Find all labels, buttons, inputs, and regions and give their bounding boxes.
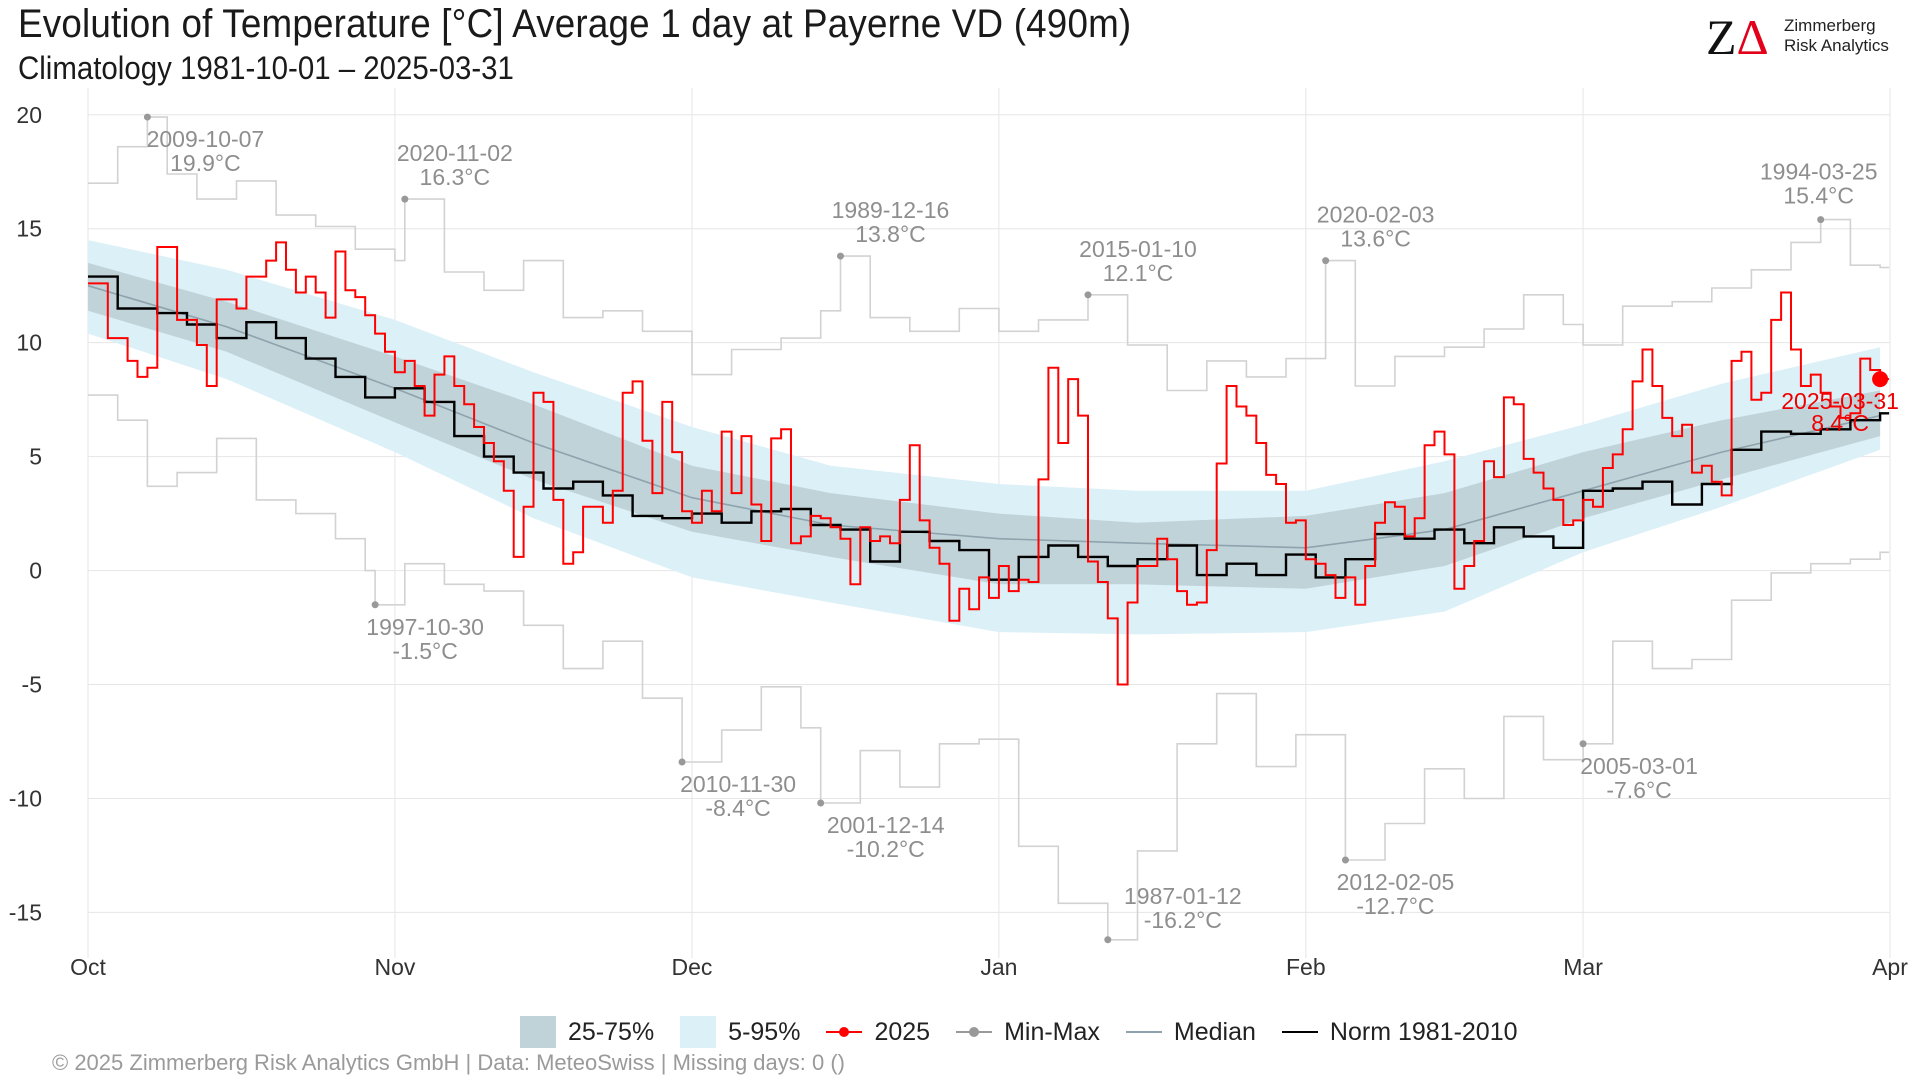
legend-swatch-norm (1281, 1016, 1318, 1048)
logo-text: Zimmerberg Risk Analytics (1784, 16, 1889, 56)
min-record-date-label: 1997-10-30 (366, 614, 484, 640)
x-tick-label: Jan (980, 954, 1017, 980)
min-record-point (1579, 740, 1587, 748)
y-tick-label: 5 (29, 444, 42, 470)
max-record-point (1322, 257, 1330, 265)
legend-item-iqr[interactable]: 25-75% (520, 1016, 654, 1048)
max-record-point (836, 252, 844, 260)
min-record-point (1341, 856, 1349, 864)
logo-line2: Risk Analytics (1784, 36, 1889, 55)
max-record-date-label: 1989-12-16 (832, 197, 950, 223)
current-value-label: 8.4°C (1811, 410, 1869, 436)
legend-item-p5-95[interactable]: 5-95% (680, 1016, 800, 1048)
x-tick-label: Mar (1563, 954, 1603, 980)
max-record-point (143, 113, 151, 121)
x-tick-label: Nov (374, 954, 415, 980)
legend-label-2025: 2025 (874, 1017, 931, 1046)
max-record-value-label: 13.8°C (855, 221, 926, 247)
max-record-date-label: 1994-03-25 (1760, 159, 1878, 185)
min-record-value-label: -12.7°C (1356, 893, 1434, 919)
series-norm-line (88, 275, 1890, 581)
max-record-value-label: 13.6°C (1340, 226, 1411, 252)
legend-label-median: Median (1173, 1017, 1256, 1046)
series-max-line (88, 116, 1890, 392)
copyright-footer: © 2025 Zimmerberg Risk Analytics GmbH | … (52, 1050, 845, 1075)
max-record-value-label: 15.4°C (1783, 183, 1854, 209)
min-record-value-label: -16.2°C (1144, 907, 1222, 933)
logo-mark-icon: ZΔ (1706, 12, 1769, 62)
legend-label-minmax: Min-Max (1004, 1017, 1100, 1046)
max-record-point (401, 195, 409, 203)
max-record-date-label: 2009-10-07 (147, 126, 265, 152)
max-record-value-label: 19.9°C (170, 150, 241, 176)
max-record-date-label: 2020-02-03 (1317, 202, 1435, 228)
legend-swatch-iqr (520, 1016, 556, 1048)
max-record-date-label: 2020-11-02 (397, 140, 513, 166)
chart-subtitle: Climatology 1981-10-01 – 2025-03-31 (18, 50, 514, 86)
min-record-value-label: -1.5°C (392, 638, 457, 664)
min-record-point (1104, 936, 1112, 944)
y-tick-label: 15 (16, 216, 42, 242)
x-tick-label: Oct (70, 954, 106, 980)
min-record-date-label: 2005-03-01 (1580, 753, 1698, 779)
chart-title: Evolution of Temperature [°C] Average 1 … (18, 2, 1132, 46)
max-record-point (1817, 216, 1825, 224)
max-record-value-label: 12.1°C (1103, 260, 1174, 286)
axis-layer: -15 -10 -5 0 5 10 15 20 Oct Nov Dec Jan Feb Mar Apr (9, 102, 1908, 980)
current-date-label: 2025-03-31 (1781, 388, 1899, 414)
y-tick-label: 10 (16, 330, 42, 356)
logo-line1: Zimmerberg (1784, 16, 1876, 35)
legend-label-p5-95: 5-95% (728, 1017, 801, 1046)
min-record-point (817, 799, 825, 807)
logo-delta: Δ (1736, 9, 1769, 65)
x-tick-label: Feb (1286, 954, 1326, 980)
min-record-date-label: 2001-12-14 (827, 812, 945, 838)
y-tick-label: -15 (9, 899, 42, 925)
max-record-value-label: 16.3°C (420, 164, 491, 190)
x-tick-label: Apr (1872, 954, 1908, 980)
legend-swatch-median (1125, 1016, 1162, 1048)
line-layer (87, 116, 1890, 941)
logo-z: Z (1706, 9, 1737, 65)
legend-item-minmax[interactable]: Min-Max (956, 1016, 1100, 1048)
max-record-date-label: 2015-01-10 (1079, 236, 1197, 262)
legend-label-iqr: 25-75% (568, 1017, 655, 1046)
legend-swatch-p5-95 (680, 1016, 717, 1048)
band-layer (88, 240, 1881, 635)
y-tick-label: -5 (22, 672, 42, 698)
min-record-value-label: -10.2°C (847, 836, 925, 862)
legend-item-norm[interactable]: Norm 1981-2010 (1281, 1016, 1518, 1048)
series-min-line (88, 394, 1890, 941)
company-logo: ZΔ Zimmerberg Risk Analytics (1706, 12, 1906, 62)
legend: 25-75% 5-95% 2025 Min-Max Median Norm 19… (520, 1012, 1544, 1052)
min-record-value-label: -7.6°C (1606, 777, 1671, 803)
y-tick-label: -10 (9, 785, 42, 811)
min-record-date-label: 1987-01-12 (1124, 883, 1242, 909)
y-tick-label: 20 (16, 102, 42, 128)
min-record-point (678, 758, 686, 766)
legend-swatch-minmax (956, 1016, 993, 1048)
band-25-75 (88, 262, 1881, 589)
max-record-point (1084, 291, 1092, 299)
min-record-point (371, 601, 379, 609)
current-point (1872, 371, 1889, 388)
legend-item-median[interactable]: Median (1125, 1016, 1256, 1048)
y-tick-label: 0 (29, 558, 42, 584)
min-record-date-label: 2010-11-30 (680, 771, 796, 797)
legend-item-2025[interactable]: 2025 (826, 1016, 930, 1048)
legend-swatch-2025 (826, 1016, 863, 1048)
min-record-value-label: -8.4°C (705, 795, 770, 821)
x-tick-label: Dec (672, 954, 713, 980)
min-record-date-label: 2012-02-05 (1337, 869, 1455, 895)
series-2025-line (88, 241, 1890, 686)
legend-label-norm: Norm 1981-2010 (1329, 1017, 1518, 1046)
